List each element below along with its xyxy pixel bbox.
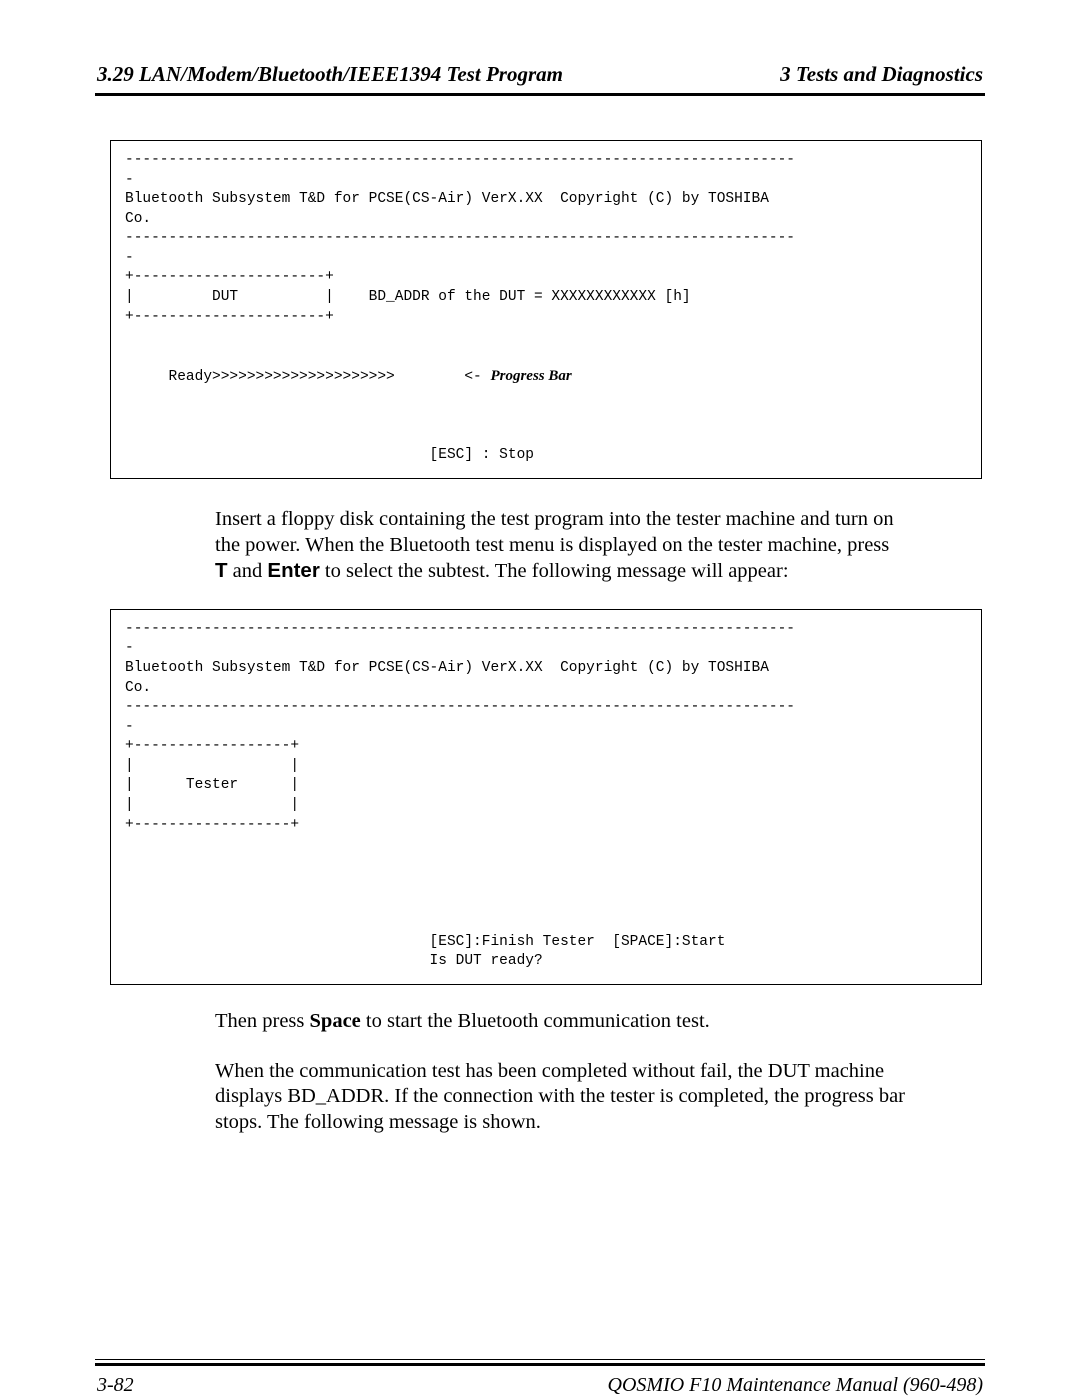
- footer-manual-title: QOSMIO F10 Maintenance Manual (960-498): [608, 1374, 983, 1397]
- p1-t1: Insert a floppy disk containing the test…: [215, 508, 894, 556]
- term1-ready: Ready>>>>>>>>>>>>>>>>>>>>> <-: [125, 369, 490, 385]
- term1-co: Co.: [125, 211, 151, 227]
- term2-boxbot: +------------------+: [125, 817, 299, 833]
- p1-t3: to select the subtest. The following mes…: [320, 560, 789, 582]
- term2-foot1: [ESC]:Finish Tester [SPACE]:Start: [125, 934, 725, 950]
- term2-hr1: ----------------------------------------…: [125, 621, 795, 637]
- page-header: 3.29 LAN/Modem/Bluetooth/IEEE1394 Test P…: [95, 62, 985, 93]
- term1-boxbot: +----------------------+: [125, 309, 334, 325]
- terminal-dut: ----------------------------------------…: [110, 140, 982, 479]
- term1-d2: -: [125, 250, 134, 266]
- term1-esc: [ESC] : Stop: [125, 447, 534, 463]
- term1-hr1: ----------------------------------------…: [125, 152, 795, 168]
- term2-boxtop: +------------------+: [125, 738, 299, 754]
- p1-t2: and: [228, 560, 268, 582]
- page-footer: 3-82 QOSMIO F10 Maintenance Manual (960-…: [95, 1366, 985, 1397]
- p2-t2: to start the Bluetooth communication tes…: [361, 1010, 710, 1032]
- term2-foot2: Is DUT ready?: [125, 953, 543, 969]
- term1-title: Bluetooth Subsystem T&D for PCSE(CS-Air)…: [125, 191, 769, 207]
- term2-d1: -: [125, 640, 134, 656]
- instruction-para-2: Then press Space to start the Bluetooth …: [215, 1009, 915, 1035]
- p2-t1: Then press: [215, 1010, 310, 1032]
- terminal-tester: ----------------------------------------…: [110, 609, 982, 985]
- term2-tester: | Tester |: [125, 777, 299, 793]
- term2-co: Co.: [125, 680, 151, 696]
- header-left: 3.29 LAN/Modem/Bluetooth/IEEE1394 Test P…: [97, 62, 563, 87]
- footer-page-num: 3-82: [97, 1374, 134, 1397]
- term2-blank1: | |: [125, 758, 299, 774]
- page: 3.29 LAN/Modem/Bluetooth/IEEE1394 Test P…: [95, 0, 985, 1397]
- term2-title: Bluetooth Subsystem T&D for PCSE(CS-Air)…: [125, 660, 769, 676]
- header-right: 3 Tests and Diagnostics: [780, 62, 983, 87]
- term1-boxtop: +----------------------+: [125, 269, 334, 285]
- term1-hr2: ----------------------------------------…: [125, 230, 795, 246]
- progress-bar-label: Progress Bar: [490, 368, 571, 384]
- key-enter: Enter: [267, 559, 319, 582]
- key-space: Space: [310, 1010, 361, 1032]
- term1-dutline: | DUT | BD_ADDR of the DUT = XXXXXXXXXXX…: [125, 289, 691, 305]
- term2-d2: -: [125, 719, 134, 735]
- footer-rules: [95, 1359, 985, 1366]
- instruction-para-3: When the communication test has been com…: [215, 1059, 915, 1136]
- term1-d1: -: [125, 172, 134, 188]
- instruction-para-1: Insert a floppy disk containing the test…: [215, 507, 895, 585]
- term2-hr2: ----------------------------------------…: [125, 699, 795, 715]
- term2-blank2: | |: [125, 797, 299, 813]
- body: ----------------------------------------…: [95, 96, 985, 1289]
- key-t: T: [215, 559, 228, 582]
